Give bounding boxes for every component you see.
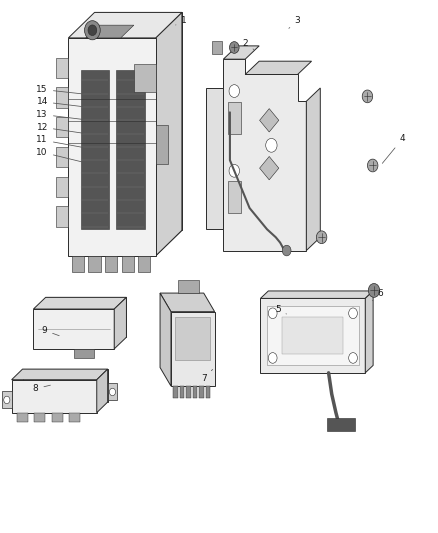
- Polygon shape: [69, 413, 80, 422]
- Polygon shape: [114, 297, 127, 349]
- Circle shape: [316, 231, 327, 244]
- Polygon shape: [173, 386, 177, 398]
- Polygon shape: [17, 413, 28, 422]
- Text: 11: 11: [36, 135, 83, 148]
- Text: 6: 6: [372, 288, 383, 301]
- Polygon shape: [97, 369, 108, 413]
- Circle shape: [88, 25, 97, 36]
- Polygon shape: [180, 386, 184, 398]
- Polygon shape: [81, 70, 109, 229]
- Polygon shape: [260, 157, 279, 180]
- Polygon shape: [33, 297, 127, 309]
- Circle shape: [349, 308, 357, 319]
- Polygon shape: [56, 117, 68, 138]
- Polygon shape: [122, 256, 134, 272]
- Polygon shape: [160, 293, 171, 386]
- Text: 10: 10: [36, 148, 83, 162]
- Circle shape: [110, 388, 116, 395]
- Polygon shape: [22, 369, 108, 402]
- Polygon shape: [223, 59, 306, 251]
- Polygon shape: [261, 298, 365, 373]
- Polygon shape: [74, 349, 94, 359]
- Polygon shape: [56, 147, 68, 167]
- Polygon shape: [260, 109, 279, 132]
- Text: 14: 14: [36, 97, 83, 107]
- Circle shape: [268, 353, 277, 364]
- Polygon shape: [138, 256, 150, 272]
- Polygon shape: [206, 386, 210, 398]
- Polygon shape: [117, 70, 145, 229]
- Circle shape: [229, 165, 240, 177]
- Text: 4: 4: [382, 134, 405, 163]
- Polygon shape: [306, 88, 320, 251]
- Text: 9: 9: [42, 326, 59, 336]
- Text: 7: 7: [201, 369, 212, 383]
- Polygon shape: [56, 206, 68, 227]
- Text: 5: 5: [275, 304, 286, 314]
- Polygon shape: [160, 293, 215, 312]
- Text: 12: 12: [36, 123, 83, 133]
- Polygon shape: [33, 309, 114, 349]
- Text: 15: 15: [36, 85, 83, 94]
- Polygon shape: [206, 88, 223, 229]
- Polygon shape: [327, 418, 356, 431]
- Text: 8: 8: [33, 384, 50, 393]
- Polygon shape: [56, 176, 68, 197]
- Circle shape: [230, 42, 239, 53]
- Polygon shape: [155, 12, 182, 256]
- Circle shape: [229, 85, 240, 98]
- Polygon shape: [175, 317, 210, 360]
- Polygon shape: [245, 61, 311, 75]
- Polygon shape: [34, 413, 45, 422]
- Text: 2: 2: [242, 39, 254, 50]
- Polygon shape: [12, 369, 108, 379]
- Polygon shape: [186, 386, 191, 398]
- Polygon shape: [56, 58, 68, 78]
- Polygon shape: [212, 41, 222, 54]
- Polygon shape: [68, 38, 155, 256]
- Polygon shape: [12, 379, 97, 413]
- Polygon shape: [52, 413, 63, 422]
- Polygon shape: [86, 25, 134, 38]
- Polygon shape: [223, 46, 259, 59]
- Polygon shape: [283, 317, 343, 354]
- Polygon shape: [88, 256, 101, 272]
- Polygon shape: [68, 230, 182, 256]
- Polygon shape: [134, 64, 155, 92]
- Circle shape: [266, 139, 277, 152]
- Text: 1: 1: [176, 17, 187, 26]
- Text: 13: 13: [36, 110, 83, 119]
- Circle shape: [362, 90, 373, 103]
- Polygon shape: [228, 102, 241, 134]
- Polygon shape: [155, 125, 168, 164]
- Polygon shape: [171, 312, 215, 386]
- Polygon shape: [193, 386, 197, 398]
- Circle shape: [367, 159, 378, 172]
- Polygon shape: [267, 306, 359, 365]
- Polygon shape: [177, 280, 199, 293]
- Polygon shape: [105, 256, 117, 272]
- Polygon shape: [108, 383, 117, 400]
- Polygon shape: [228, 181, 241, 213]
- Circle shape: [268, 308, 277, 319]
- Circle shape: [368, 284, 380, 297]
- Polygon shape: [95, 12, 182, 230]
- Circle shape: [283, 245, 291, 256]
- Text: 3: 3: [289, 17, 300, 28]
- Polygon shape: [46, 297, 127, 337]
- Polygon shape: [199, 386, 204, 398]
- Polygon shape: [72, 256, 84, 272]
- Polygon shape: [261, 291, 373, 298]
- Circle shape: [349, 353, 357, 364]
- Polygon shape: [68, 12, 182, 38]
- Polygon shape: [365, 291, 373, 373]
- Polygon shape: [2, 391, 12, 408]
- Polygon shape: [56, 87, 68, 108]
- Circle shape: [85, 21, 100, 40]
- Circle shape: [4, 396, 10, 403]
